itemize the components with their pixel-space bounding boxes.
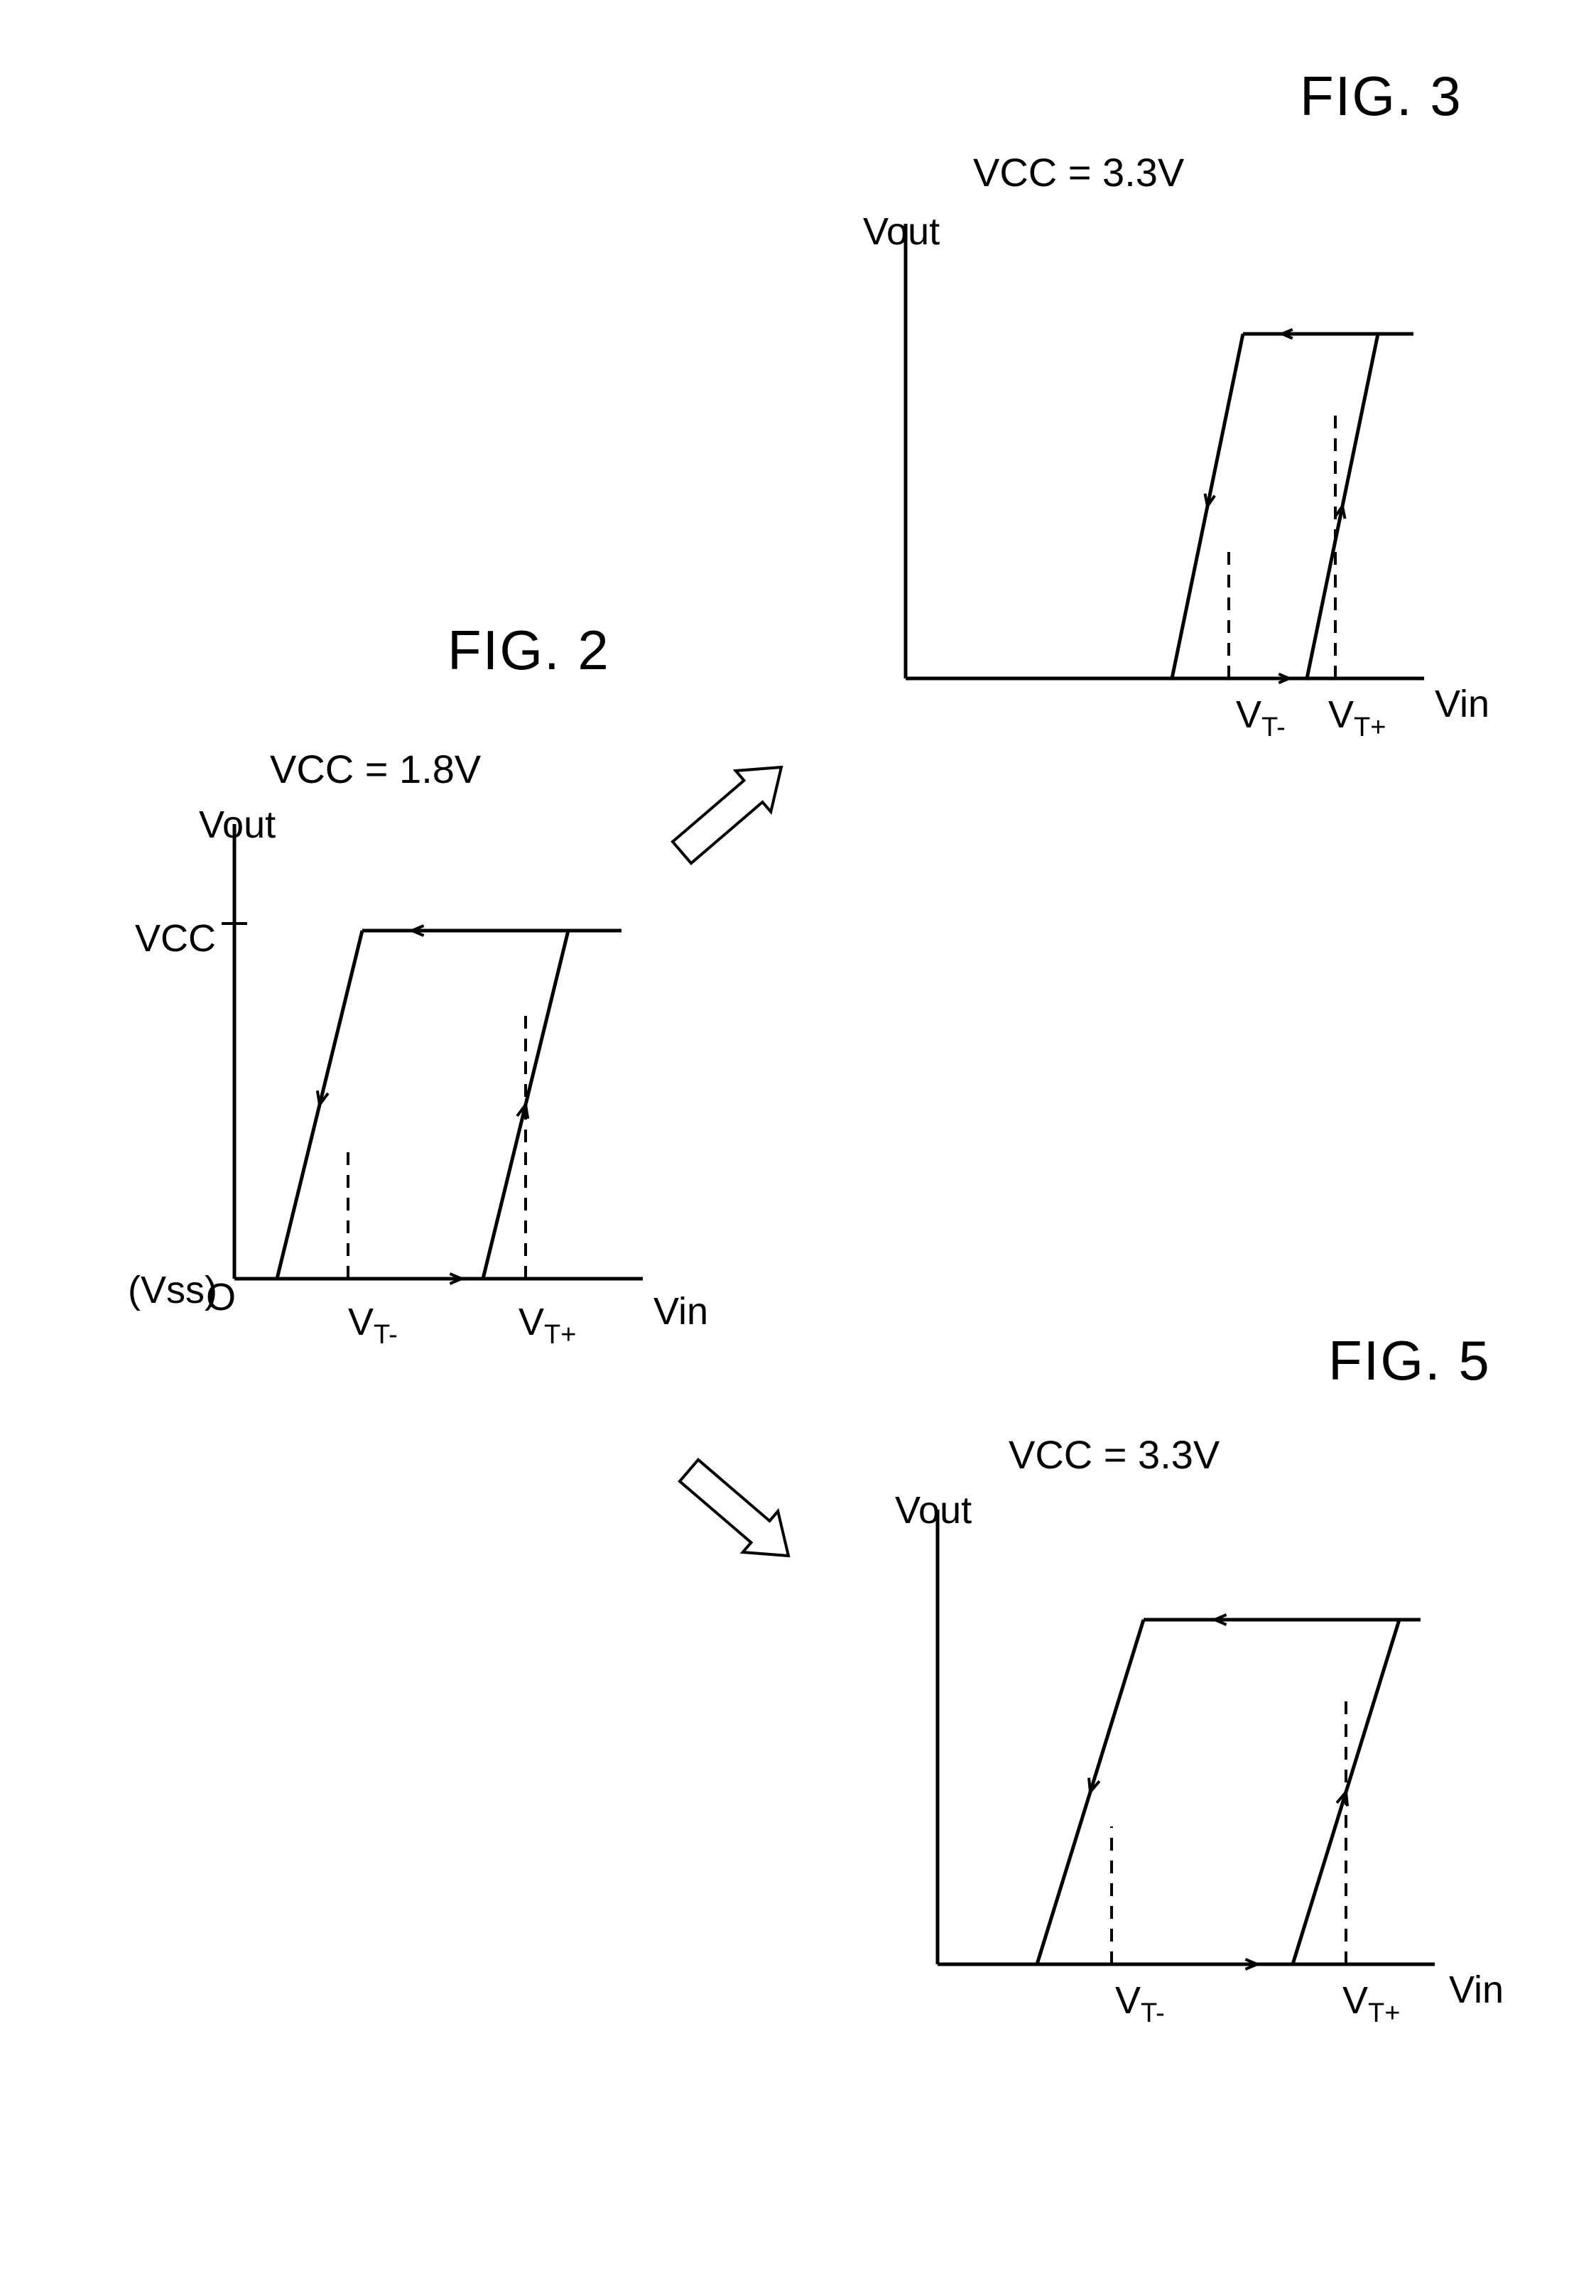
diagram-canvas (0, 0, 1596, 2296)
